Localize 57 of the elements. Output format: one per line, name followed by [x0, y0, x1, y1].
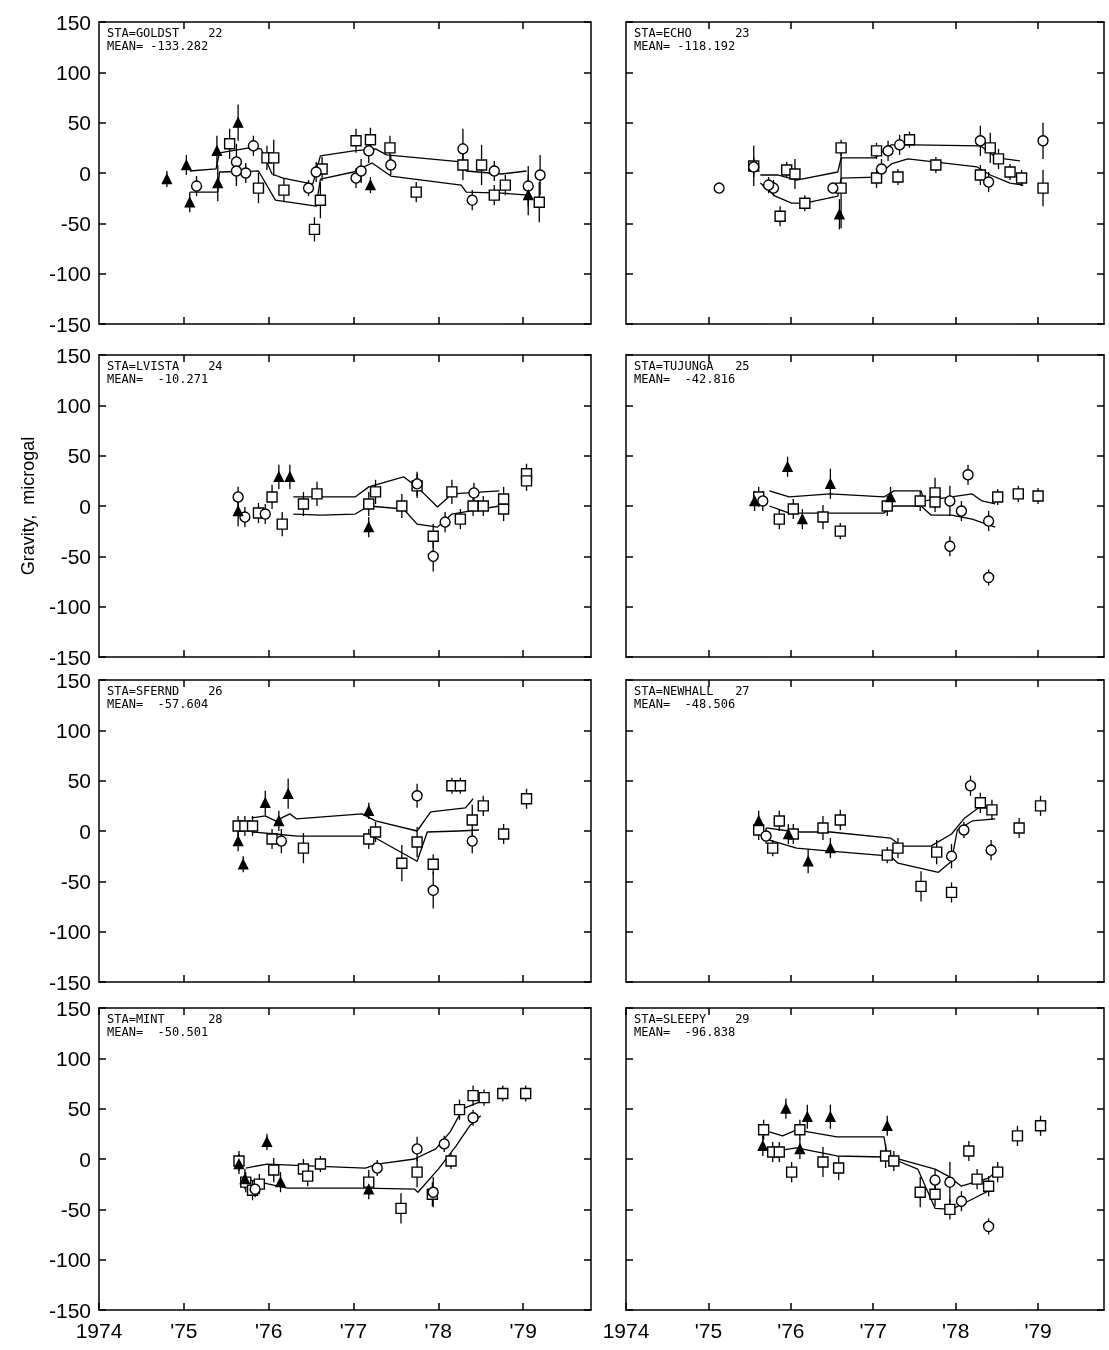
y-tick-label: 150	[55, 343, 91, 367]
y-tick-label: 0	[79, 494, 91, 518]
y-tick-label: 50	[67, 111, 91, 135]
x-tick-label: '75	[170, 1319, 198, 1342]
annotation: STA=SFERND 26	[107, 684, 223, 698]
x-tick-label: '77	[859, 1319, 887, 1342]
y-tick-label: 100	[55, 1046, 91, 1070]
annotation: STA=NEWHALL 27	[634, 684, 750, 698]
y-tick-label: -50	[60, 869, 91, 893]
y-tick-label: 0	[79, 161, 91, 185]
x-tick-label: '75	[694, 1319, 723, 1342]
x-tick-label: '78	[424, 1319, 452, 1342]
annotation: MEAN= -96.838	[634, 1025, 736, 1039]
y-tick-label: -100	[48, 595, 91, 619]
y-axis-title: Gravity, microgal	[18, 436, 38, 576]
y-tick-label: -100	[48, 920, 91, 944]
y-tick-label: -50	[60, 1197, 91, 1221]
y-tick-label: 50	[67, 1097, 91, 1121]
annotation: STA=MINT 28	[107, 1012, 223, 1026]
annotation: MEAN= -50.501	[107, 1025, 209, 1039]
y-tick-label: 100	[55, 718, 91, 742]
annotation: STA=ECHO 23	[634, 26, 750, 40]
y-tick-label: -150	[48, 970, 91, 994]
y-tick-label: -150	[48, 645, 91, 669]
annotation: MEAN= -48.506	[634, 697, 736, 711]
y-tick-label: 150	[55, 10, 91, 34]
y-tick-label: 50	[67, 769, 91, 793]
x-tick-label: 1974	[75, 1319, 123, 1342]
x-tick-label: '79	[509, 1319, 537, 1342]
annotation: MEAN= -133.282	[107, 39, 209, 53]
y-tick-label: -50	[60, 211, 91, 235]
x-tick-label: '76	[777, 1319, 805, 1342]
annotation: STA=GOLDST 22	[107, 26, 223, 40]
annotation: MEAN= -118.192	[634, 39, 736, 53]
y-tick-label: 50	[67, 444, 91, 468]
y-tick-label: -100	[48, 262, 91, 286]
y-tick-label: -150	[48, 1298, 91, 1322]
annotation: STA=TUJUNGA 25	[634, 359, 750, 373]
y-tick-label: 150	[55, 996, 91, 1020]
annotation: MEAN= -42.816	[634, 372, 736, 386]
x-tick-label: '79	[1024, 1319, 1052, 1342]
y-tick-label: 100	[55, 393, 91, 417]
annotation: MEAN= -57.604	[107, 697, 209, 711]
y-tick-label: 100	[55, 60, 91, 84]
annotation: STA=LVISTA 24	[107, 359, 223, 373]
x-tick-label: 1974	[602, 1319, 650, 1342]
y-tick-label: -100	[48, 1248, 91, 1272]
y-tick-label: -50	[60, 544, 91, 568]
annotation: MEAN= -10.271	[107, 372, 209, 386]
x-tick-label: '77	[339, 1319, 368, 1342]
annotation: STA=SLEEPY 29	[634, 1012, 750, 1026]
y-tick-label: 150	[55, 668, 91, 692]
y-tick-label: 0	[79, 1147, 91, 1171]
y-tick-label: -150	[48, 312, 91, 336]
y-tick-label: 0	[79, 819, 91, 843]
x-tick-label: '76	[254, 1319, 283, 1342]
x-tick-label: '78	[941, 1319, 970, 1342]
